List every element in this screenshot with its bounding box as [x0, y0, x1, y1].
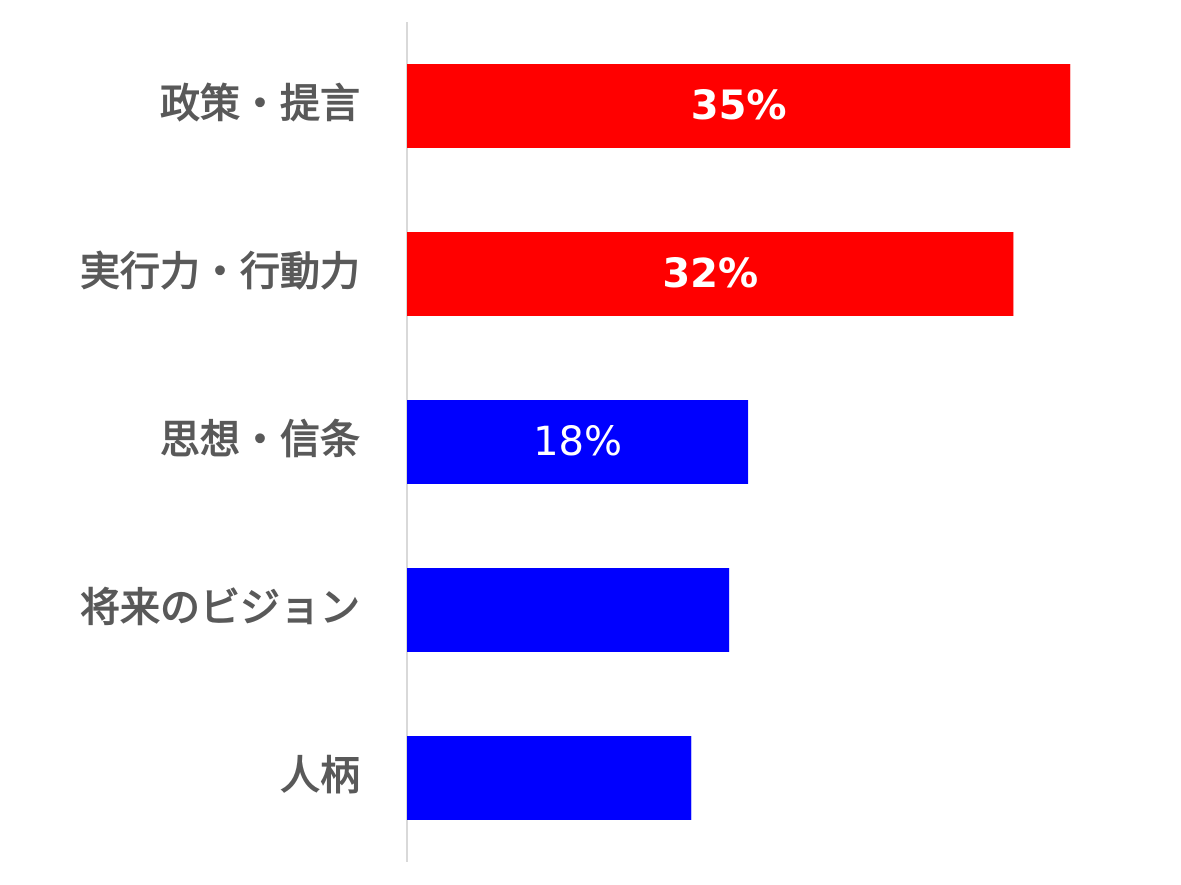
value-label: 35% [691, 83, 787, 129]
category-label: 実行力・行動力 [80, 249, 360, 295]
category-label: 人柄 [280, 753, 360, 799]
bar [407, 568, 730, 652]
category-label: 思想・信条 [160, 417, 360, 463]
category-label: 将来のビジョン [80, 585, 360, 631]
bar [407, 736, 692, 820]
value-label: 32% [662, 251, 758, 297]
value-label: 18% [533, 419, 622, 465]
bar [407, 232, 1014, 316]
category-label: 政策・提言 [160, 81, 360, 127]
bar [407, 400, 749, 484]
bar [407, 64, 1071, 148]
